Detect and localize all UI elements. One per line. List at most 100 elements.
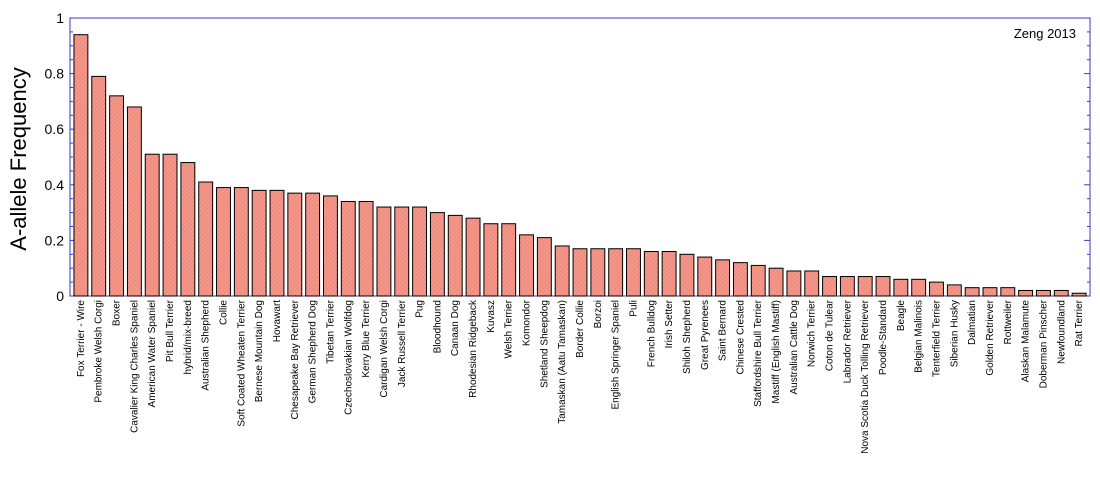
bar (982, 287, 998, 297)
bar (519, 234, 534, 297)
y-tick-label: 0.6 (45, 121, 65, 137)
bar (269, 189, 285, 297)
bar (126, 106, 142, 297)
bar (198, 181, 214, 297)
bar (590, 248, 606, 297)
bar (501, 223, 517, 297)
bar (447, 214, 463, 297)
bar (216, 187, 231, 297)
x-category-label: Tamaskan (Aatu Tamaskan) (557, 300, 568, 424)
x-category-label: Chinese Crested (735, 300, 746, 374)
bar (822, 276, 837, 297)
bar (964, 287, 980, 297)
bar (251, 189, 267, 297)
x-category-label: Komondor (522, 299, 533, 346)
y-axis-title: A-allele Frequency (6, 67, 31, 250)
bar (643, 251, 659, 297)
x-category-label: Mastiff (English Mastiff) (771, 300, 782, 404)
x-category-label: Nova Scotia Duck Tolling Retriever (860, 299, 871, 453)
x-axis-labels: Fox Terrier - Wire Pembroke Welsh Corgi Bo… (76, 299, 1085, 454)
x-category-label: Collie (219, 300, 230, 325)
bar (679, 253, 695, 297)
x-category-label: Shetland Sheepdog (539, 300, 550, 388)
bar (412, 206, 428, 297)
bar (376, 206, 392, 297)
x-category-label: Pug (415, 300, 426, 318)
bar (661, 251, 677, 297)
bar (554, 245, 570, 297)
x-category-label: Jack Russell Terrier (397, 299, 408, 387)
bar (323, 195, 338, 297)
x-category-label: Soft Coated Wheaten Terrier (236, 299, 247, 426)
bar (1000, 287, 1016, 297)
x-category-label: Cavalier King Charles Spaniel (129, 300, 140, 433)
bars-group (73, 34, 1087, 297)
bar (715, 259, 731, 297)
bar (893, 278, 909, 297)
x-category-label: Newfoundland (1056, 300, 1067, 364)
bar (946, 284, 962, 297)
x-category-label: Labrador Retriever (842, 299, 853, 383)
x-category-label: Saint Bernard (718, 300, 729, 361)
bar (429, 212, 445, 297)
bar (626, 248, 641, 297)
x-category-label: Belgian Malinois (914, 300, 925, 373)
bar (750, 264, 766, 297)
x-category-label: hybrid/mix-breed (183, 300, 194, 374)
bar (875, 276, 891, 297)
x-category-label: American Water Spaniel (147, 300, 158, 407)
y-axis: 0 0.2 0.4 0.6 0.8 1 (45, 10, 1090, 304)
bar (536, 237, 552, 297)
y-tick-label: 0.4 (45, 177, 65, 193)
x-category-label: Pembroke Welsh Corgi (94, 300, 105, 403)
y-tick-label: 1 (56, 10, 64, 26)
x-category-label: Poodle-Standard (878, 300, 889, 375)
x-category-label: English Springer Spaniel (611, 300, 622, 410)
x-category-label: Kuvasz (486, 300, 497, 333)
bar (804, 270, 820, 297)
source-annotation: Zeng 2013 (1014, 26, 1076, 41)
bar (109, 95, 125, 297)
x-category-label: Irish Setter (664, 299, 675, 348)
x-category-label: French Bulldog (646, 300, 657, 367)
x-category-label: Beagle (896, 300, 907, 332)
x-category-label: Great Pyrenees (700, 300, 711, 370)
bar (358, 200, 374, 297)
bar (340, 200, 356, 297)
bar (180, 162, 196, 297)
x-category-label: Cardigan Welsh Corgi (379, 300, 390, 398)
bar (839, 276, 855, 297)
x-category-label: Norwich Terrier (807, 299, 818, 367)
x-category-label: Chesapeake Bay Retriever (290, 299, 301, 419)
x-category-label: Rat Terrier (1074, 299, 1085, 346)
x-category-label: Pit Bull Terrier (165, 299, 176, 362)
x-category-label: Czechoslovakian Wolfdog (343, 300, 354, 415)
x-category-label: Borzoi (593, 300, 604, 328)
x-category-label: Australian Shepherd (201, 300, 212, 391)
bar (1035, 289, 1051, 297)
bar (91, 75, 107, 297)
x-category-label: Shiloh Shepherd (682, 300, 693, 374)
x-category-label: Dalmatian (967, 300, 978, 345)
bar (608, 248, 624, 297)
bar (732, 262, 748, 297)
x-category-label: Hovawart (272, 300, 283, 342)
x-category-label: Puli (628, 300, 639, 317)
y-tick-label: 0.2 (45, 232, 65, 248)
x-category-label: Coton de Tulear (825, 299, 836, 371)
bar (572, 248, 588, 297)
x-category-label: Canaan Dog (450, 300, 461, 356)
bar (929, 281, 944, 297)
bar (697, 256, 713, 297)
x-category-label: Alaskan Malamute (1021, 300, 1032, 383)
bar (1071, 292, 1087, 297)
bar (786, 270, 802, 297)
bar (287, 192, 303, 297)
x-category-label: German Shepherd Dog (308, 300, 319, 403)
x-category-label: Tenterfield Terrier (931, 299, 942, 377)
bar (483, 223, 499, 297)
bar (911, 278, 927, 297)
y-tick-label: 0 (56, 288, 64, 304)
x-category-label: Fox Terrier - Wire (76, 300, 87, 377)
